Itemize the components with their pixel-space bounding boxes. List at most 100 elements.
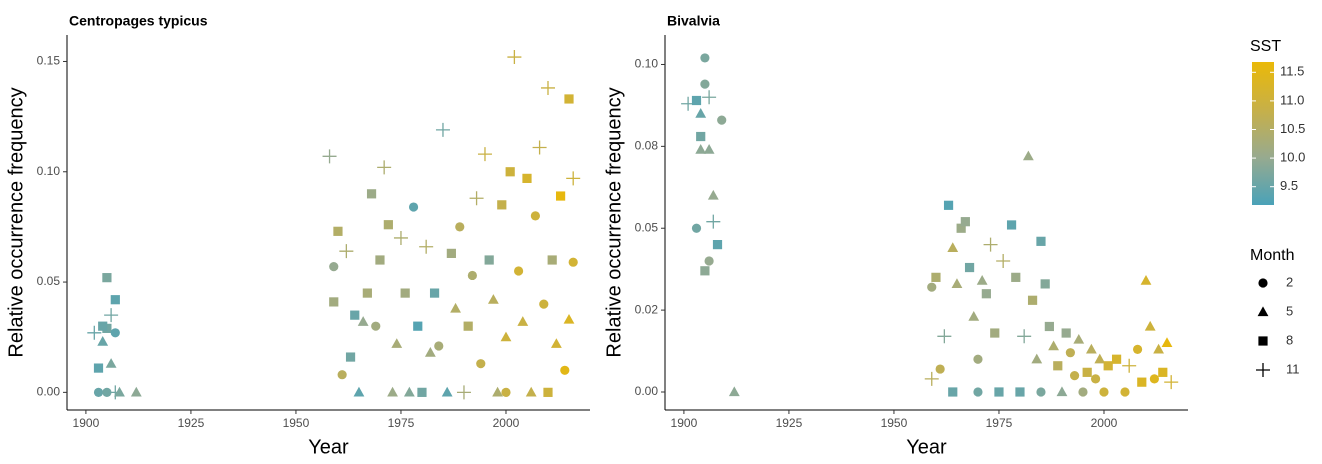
point: [530, 211, 540, 221]
legend-key: [1256, 363, 1270, 377]
point: [943, 200, 954, 210]
point: [973, 387, 983, 397]
point: [956, 223, 966, 233]
point: [484, 255, 494, 265]
point: [424, 347, 436, 357]
point: [517, 316, 529, 326]
shape-legend-title: Month: [1250, 247, 1294, 264]
x-axis-title: Year: [308, 436, 349, 458]
point: [1017, 329, 1032, 344]
point: [1053, 361, 1063, 371]
point: [1137, 377, 1147, 387]
point: [1103, 361, 1113, 371]
y-tick-label: 0.08: [635, 139, 659, 153]
point: [543, 387, 553, 397]
legend-label: 8: [1286, 332, 1293, 347]
point: [560, 365, 570, 375]
point: [1036, 387, 1046, 397]
point: [964, 262, 975, 273]
point: [104, 308, 119, 323]
point: [700, 79, 710, 89]
point: [487, 294, 499, 304]
point: [1048, 340, 1059, 351]
point: [696, 131, 706, 142]
point: [948, 387, 958, 397]
point: [1120, 387, 1130, 397]
point: [976, 275, 988, 285]
point: [110, 295, 120, 305]
point: [703, 144, 715, 154]
point: [563, 313, 575, 324]
point: [435, 122, 450, 137]
point: [1111, 354, 1122, 364]
colorbar-label: 9.5: [1280, 178, 1298, 193]
point: [1122, 358, 1137, 373]
point: [353, 386, 365, 397]
point: [1069, 371, 1080, 381]
point: [1073, 333, 1085, 344]
panel-title: Bivalvia: [667, 13, 720, 29]
x-tick-label: 2000: [1091, 416, 1118, 430]
legend-key: [1258, 278, 1268, 288]
point: [345, 352, 356, 362]
point: [1158, 367, 1168, 377]
point: [387, 386, 398, 397]
point: [350, 310, 360, 320]
point: [87, 325, 102, 340]
y-tick-label: 0.10: [635, 57, 659, 71]
point: [97, 336, 109, 346]
point: [539, 299, 549, 309]
point: [717, 115, 727, 125]
point: [1099, 387, 1109, 397]
colorbar-label: 10.0: [1280, 150, 1305, 165]
point: [700, 53, 710, 63]
point: [102, 387, 112, 397]
point: [960, 217, 970, 227]
point: [540, 80, 555, 95]
point: [93, 387, 104, 397]
point: [1085, 343, 1097, 354]
point: [1036, 236, 1046, 246]
point: [375, 255, 385, 265]
point: [383, 220, 393, 230]
y-tick-label: 0.15: [37, 54, 61, 68]
point: [366, 189, 377, 199]
legend-label: 2: [1286, 274, 1293, 289]
point: [1161, 337, 1173, 347]
point: [408, 202, 419, 212]
point: [704, 256, 714, 266]
point: [547, 255, 557, 265]
point: [105, 358, 117, 368]
legend-label: 5: [1286, 303, 1293, 318]
point: [477, 147, 492, 162]
point: [93, 363, 104, 373]
point: [1040, 279, 1050, 289]
point: [1031, 353, 1043, 364]
point: [1164, 375, 1179, 390]
point: [691, 95, 702, 106]
point: [996, 253, 1011, 268]
point: [467, 270, 477, 281]
colorbar-label: 11.0: [1280, 92, 1304, 107]
point: [931, 272, 941, 282]
point: [434, 341, 444, 351]
point: [400, 288, 410, 298]
point: [550, 338, 562, 348]
point: [1149, 374, 1159, 384]
point: [463, 321, 473, 331]
point: [102, 273, 112, 283]
point: [1027, 295, 1038, 305]
point: [357, 316, 369, 326]
x-tick-label: 2000: [493, 416, 520, 430]
point: [951, 278, 963, 289]
y-tick-label: 0.00: [37, 385, 61, 399]
point: [947, 242, 959, 252]
point: [110, 328, 120, 338]
point: [329, 262, 339, 272]
point: [419, 239, 434, 254]
point: [1078, 387, 1088, 397]
point: [377, 160, 392, 175]
point: [403, 386, 415, 397]
legend-key: [1257, 306, 1269, 317]
point: [695, 144, 707, 154]
